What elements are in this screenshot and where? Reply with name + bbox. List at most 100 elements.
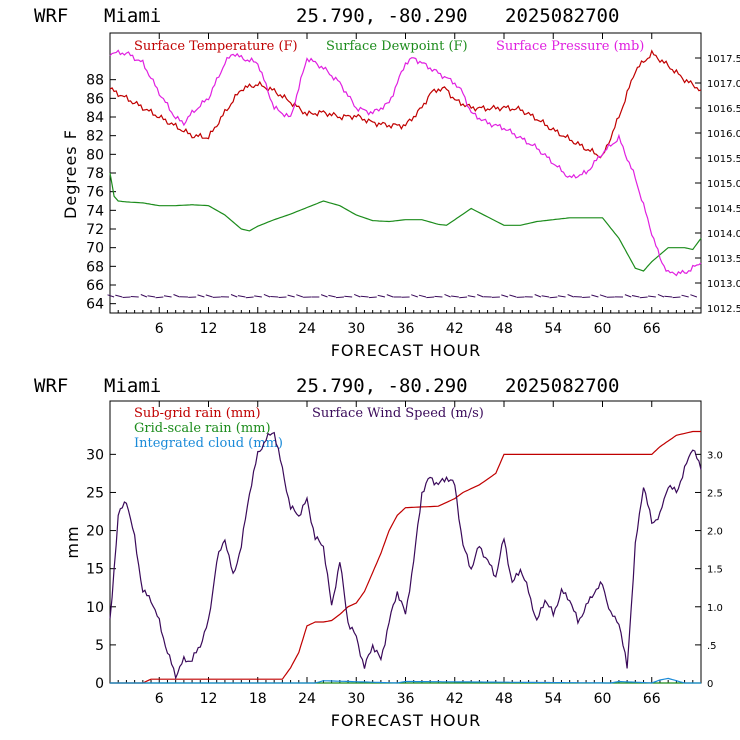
wind-barb: [599, 294, 607, 298]
panel2-date: 2025082700: [505, 375, 619, 397]
y2-tick-label: 1.5: [707, 565, 723, 576]
wind-barb: [328, 294, 336, 298]
wind-barb: [657, 293, 665, 298]
wind-barb: [296, 294, 304, 298]
wind-barb: [672, 296, 681, 299]
wind-barb: [467, 295, 476, 298]
wind-barb: [197, 294, 205, 298]
wind-barb: [501, 294, 509, 298]
y2-tick-label: 2.0: [707, 527, 723, 538]
y-tick-label: 30: [86, 447, 104, 463]
wind-barb: [287, 294, 295, 298]
panel1-x-axis: 6 12 18 24 30 36 42 48 54 60 66: [117, 33, 694, 337]
y2-tick-label: 1016.5: [707, 104, 740, 115]
x-tick-label: 30: [347, 321, 365, 337]
x-tick-label: 60: [594, 321, 612, 337]
y2-tick-label: 1012.5: [707, 304, 740, 315]
wind-barb: [354, 293, 361, 298]
wind-barb: [690, 294, 698, 298]
panel1-model: WRF: [34, 5, 68, 27]
y-tick-label: 25: [86, 485, 104, 501]
x-tick-label: 36: [397, 691, 415, 707]
panel1-date: 2025082700: [505, 5, 619, 27]
wind-barb: [360, 295, 369, 298]
x-tick-label: 48: [495, 321, 513, 337]
y2-tick-label: 1016.0: [707, 129, 740, 140]
series-sub-grid-rain: [110, 430, 701, 684]
wind-barb: [582, 296, 591, 298]
y-tick-label: 86: [86, 91, 104, 107]
wind-barb: [320, 294, 328, 298]
wind-barb: [368, 296, 377, 299]
panel-temperature: WRF Miami 25.790, -80.290 2025082700 Sur…: [34, 5, 740, 360]
legend-wind-speed: Surface Wind Speed (m/s): [312, 406, 484, 421]
legend-integrated-cloud: Integrated cloud (mm): [134, 436, 283, 451]
y-tick-label: 74: [86, 203, 104, 219]
wind-barb: [344, 295, 353, 298]
wind-barb: [278, 296, 287, 298]
panel2-series: [109, 430, 702, 684]
wind-barb: [147, 295, 156, 298]
wind-barb: [451, 295, 459, 298]
x-tick-label: 54: [544, 691, 562, 707]
y2-tick-label: 0: [707, 679, 713, 690]
x-tick-label: 48: [495, 691, 513, 707]
panel2-xlabel: FORECAST HOUR: [331, 711, 482, 730]
wind-barb: [377, 294, 386, 298]
wind-barb: [230, 294, 238, 298]
legend-gridscale-rain: Grid-scale rain (mm): [134, 421, 271, 436]
wind-barb: [140, 294, 148, 298]
wind-barb: [130, 296, 139, 298]
y-tick-label: 76: [86, 185, 104, 201]
wind-barb: [205, 294, 213, 298]
x-tick-label: 12: [200, 691, 218, 707]
panel2-coords: 25.790, -80.290: [296, 375, 468, 397]
y2-tick-label: 1.0: [707, 603, 723, 614]
x-tick-label: 54: [544, 321, 562, 337]
wind-barb: [418, 294, 427, 298]
wind-barb: [509, 294, 517, 298]
panel1-series: [109, 49, 702, 277]
y2-tick-label: 1017.0: [707, 79, 740, 90]
x-tick-label: 66: [643, 691, 661, 707]
panel1-frame: [109, 32, 702, 314]
wind-barb: [155, 296, 164, 299]
wind-barb: [444, 293, 451, 298]
x-tick-label: 18: [249, 321, 267, 337]
x-tick-label: 30: [347, 691, 365, 707]
legend-subgrid-rain: Sub-grid rain (mm): [134, 406, 261, 421]
x-tick-label: 6: [155, 321, 164, 337]
y-tick-label: 80: [86, 147, 104, 163]
wind-barb: [386, 294, 394, 298]
wind-barb: [631, 295, 640, 298]
legend-dewpoint: Surface Dewpoint (F): [326, 39, 468, 54]
panel1-right-axis: 1012.5 1013.0 1013.5 1014.0 1014.5 1015.0 1015…: [695, 54, 740, 315]
series-surface-pressure: [109, 49, 702, 277]
panel1-left-axis: 64 66 68 70 72 74 76 78 80 82 84 86 88: [86, 73, 116, 313]
legend-temperature: Surface Temperature (F): [134, 39, 298, 54]
wind-barb: [648, 295, 656, 298]
panel1-coords: 25.790, -80.290: [296, 5, 468, 27]
y-tick-label: 78: [86, 166, 104, 182]
x-tick-label: 60: [594, 691, 612, 707]
x-tick-label: 42: [446, 321, 464, 337]
wind-barb: [237, 295, 246, 298]
wind-barb: [163, 295, 172, 298]
panel2-ylabel: mm: [63, 525, 82, 558]
y2-tick-label: 1013.5: [707, 254, 740, 265]
y-tick-label: 88: [86, 73, 104, 89]
wind-barb: [115, 294, 123, 298]
wind-barb: [624, 294, 632, 298]
y-tick-label: 20: [86, 524, 104, 540]
wind-barb: [254, 295, 262, 298]
panel1-location: Miami: [104, 5, 161, 27]
x-tick-label: 24: [298, 321, 316, 337]
y-tick-label: 5: [95, 638, 104, 654]
wind-barb: [426, 296, 435, 299]
y-tick-label: 72: [86, 222, 104, 238]
panel2-model: WRF: [34, 375, 68, 397]
x-tick-label: 6: [155, 691, 164, 707]
wind-barb: [434, 295, 443, 298]
wind-barb: [173, 294, 180, 298]
y-tick-label: 66: [86, 278, 104, 294]
